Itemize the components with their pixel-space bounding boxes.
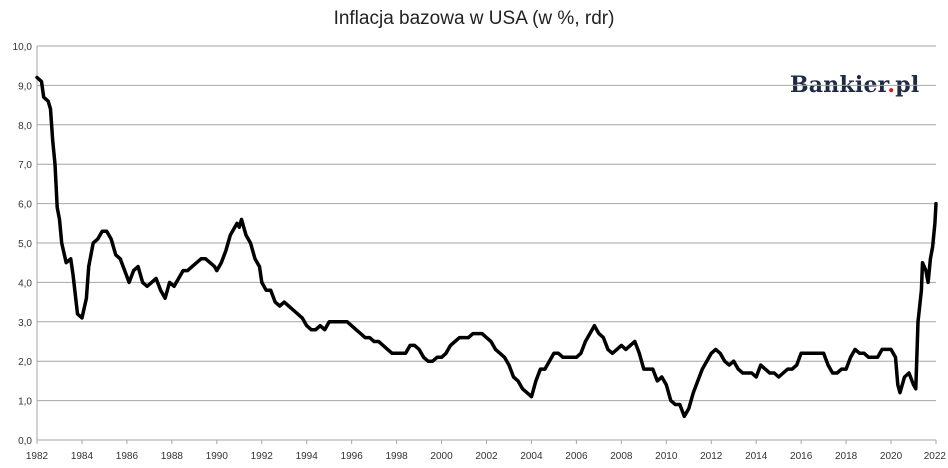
x-tick-label: 2020 bbox=[880, 451, 903, 462]
x-tick-label: 1986 bbox=[116, 451, 139, 462]
x-tick-label: 2022 bbox=[924, 451, 947, 462]
x-tick-label: 1996 bbox=[341, 451, 364, 462]
y-tick-label: 8,0 bbox=[18, 121, 32, 132]
bankier-logo: Bankier.pl bbox=[790, 72, 919, 98]
y-tick-label: 3,0 bbox=[18, 318, 32, 329]
chart-title: Inflacja bazowa w USA (w %, rdr) bbox=[333, 8, 615, 29]
x-tick-label: 2004 bbox=[520, 451, 543, 462]
x-tick-label: 1992 bbox=[251, 451, 274, 462]
x-tick-label: 2012 bbox=[700, 451, 723, 462]
y-tick-label: 10,0 bbox=[13, 42, 33, 53]
x-tick-label: 1988 bbox=[161, 451, 184, 462]
x-tick-label: 2000 bbox=[430, 451, 453, 462]
x-tick-label: 2014 bbox=[745, 451, 768, 462]
x-tick-label: 2010 bbox=[655, 451, 678, 462]
x-tick-label: 1982 bbox=[26, 451, 49, 462]
x-tick-label: 2006 bbox=[565, 451, 588, 462]
y-tick-label: 0,0 bbox=[18, 436, 32, 447]
x-tick-label: 1984 bbox=[71, 451, 94, 462]
y-tick-label: 9,0 bbox=[18, 81, 32, 92]
y-tick-label: 5,0 bbox=[18, 239, 32, 250]
y-tick-label: 7,0 bbox=[18, 160, 32, 171]
y-tick-label: 2,0 bbox=[18, 357, 32, 368]
x-tick-label: 2018 bbox=[835, 451, 858, 462]
series-line bbox=[35, 75, 938, 419]
x-tick-label: 2002 bbox=[475, 451, 498, 462]
x-tick-label: 1990 bbox=[206, 451, 229, 462]
y-tick-label: 4,0 bbox=[18, 278, 32, 289]
x-tick-label: 2016 bbox=[790, 451, 813, 462]
logo-suffix: pl bbox=[895, 72, 920, 98]
x-tick-label: 2008 bbox=[610, 451, 633, 462]
x-tick-label: 1998 bbox=[385, 451, 408, 462]
y-tick-label: 1,0 bbox=[18, 397, 32, 408]
logo-name: Bankier bbox=[790, 72, 888, 98]
y-tick-label: 6,0 bbox=[18, 200, 32, 211]
x-tick-label: 1994 bbox=[296, 451, 319, 462]
